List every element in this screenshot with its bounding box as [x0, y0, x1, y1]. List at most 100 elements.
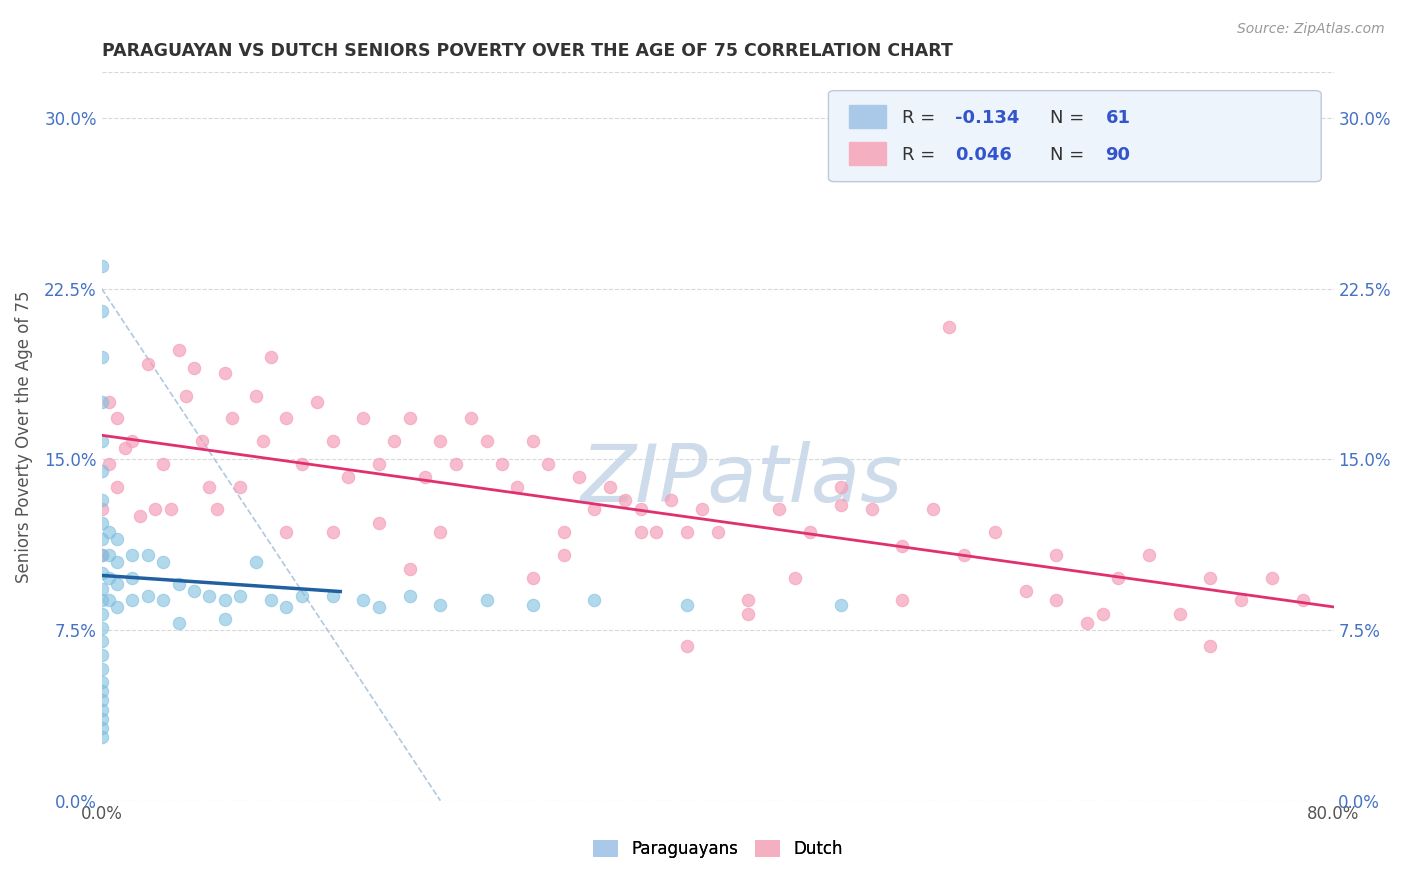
Point: [860, 502, 883, 516]
Point: [90, 684, 112, 698]
Point: [1076, 616, 1098, 631]
Point: [229, 589, 252, 603]
Point: [336, 470, 359, 484]
Point: [205, 502, 228, 516]
Point: [90, 548, 112, 562]
Point: [136, 548, 159, 562]
Point: [90, 350, 112, 364]
Point: [599, 479, 621, 493]
Point: [90, 662, 112, 676]
Point: [98, 548, 121, 562]
Point: [183, 361, 205, 376]
Point: [105, 555, 128, 569]
Text: R =: R =: [903, 145, 942, 164]
Point: [98, 525, 121, 540]
Point: [90, 464, 112, 478]
Point: [90, 395, 112, 409]
Point: [90, 721, 112, 735]
Point: [198, 479, 221, 493]
Point: [98, 571, 121, 585]
Point: [252, 434, 274, 448]
Point: [737, 607, 759, 621]
Point: [675, 639, 697, 653]
Text: PARAGUAYAN VS DUTCH SENIORS POVERTY OVER THE AGE OF 75 CORRELATION CHART: PARAGUAYAN VS DUTCH SENIORS POVERTY OVER…: [101, 42, 952, 60]
Point: [276, 600, 298, 615]
Point: [891, 539, 914, 553]
Legend: Paraguayans, Dutch: Paraguayans, Dutch: [586, 834, 849, 865]
Point: [737, 593, 759, 607]
Point: [160, 502, 183, 516]
Point: [145, 502, 167, 516]
Point: [90, 621, 112, 635]
Point: [983, 525, 1005, 540]
Point: [1107, 571, 1129, 585]
Point: [105, 577, 128, 591]
Point: [630, 502, 652, 516]
Point: [768, 502, 790, 516]
Point: [90, 548, 112, 562]
FancyBboxPatch shape: [849, 105, 886, 128]
Point: [190, 434, 212, 448]
Point: [90, 493, 112, 508]
Point: [1168, 607, 1191, 621]
Point: [229, 479, 252, 493]
Point: [322, 589, 344, 603]
Point: [90, 582, 112, 596]
Point: [922, 502, 945, 516]
Point: [90, 730, 112, 744]
Point: [198, 589, 221, 603]
Point: [1014, 584, 1036, 599]
Point: [553, 548, 575, 562]
Point: [105, 479, 128, 493]
Point: [460, 411, 482, 425]
Point: [1261, 571, 1284, 585]
Point: [1137, 548, 1160, 562]
Point: [90, 593, 112, 607]
Point: [522, 598, 544, 612]
Point: [90, 434, 112, 448]
Point: [114, 441, 136, 455]
Point: [322, 434, 344, 448]
Y-axis label: Seniors Poverty Over the Age of 75: Seniors Poverty Over the Age of 75: [15, 290, 32, 582]
Point: [245, 388, 267, 402]
Text: 90: 90: [1105, 145, 1130, 164]
Text: 0.046: 0.046: [955, 145, 1012, 164]
Point: [90, 304, 112, 318]
Point: [675, 525, 697, 540]
Point: [398, 561, 420, 575]
Point: [367, 516, 389, 530]
Point: [221, 411, 243, 425]
Point: [830, 479, 852, 493]
Point: [783, 571, 806, 585]
Point: [90, 703, 112, 717]
Point: [136, 589, 159, 603]
Point: [429, 434, 451, 448]
Point: [583, 502, 606, 516]
Point: [152, 593, 174, 607]
Point: [352, 411, 374, 425]
Point: [1230, 593, 1253, 607]
Point: [291, 457, 314, 471]
Point: [398, 411, 420, 425]
Point: [953, 548, 976, 562]
Point: [537, 457, 560, 471]
Point: [98, 395, 121, 409]
Point: [98, 457, 121, 471]
Point: [98, 593, 121, 607]
Point: [90, 712, 112, 726]
Point: [105, 600, 128, 615]
Point: [90, 607, 112, 621]
Point: [245, 555, 267, 569]
Point: [152, 457, 174, 471]
Point: [367, 600, 389, 615]
Point: [260, 593, 283, 607]
Point: [90, 259, 112, 273]
Text: N =: N =: [1050, 145, 1090, 164]
Point: [659, 493, 682, 508]
FancyBboxPatch shape: [828, 91, 1322, 182]
Point: [214, 611, 236, 625]
Point: [90, 516, 112, 530]
Point: [90, 532, 112, 546]
Point: [491, 457, 513, 471]
Text: N =: N =: [1050, 110, 1090, 128]
